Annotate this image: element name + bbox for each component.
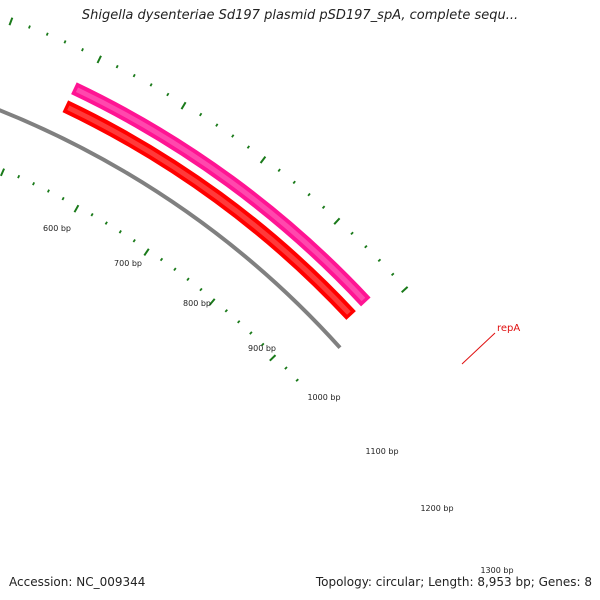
major-tick xyxy=(208,298,216,306)
major-tick xyxy=(0,168,6,177)
inner-tick-marks xyxy=(0,168,299,382)
summary-text: Topology: circular; Length: 8,953 bp; Ge… xyxy=(315,575,592,589)
major-tick xyxy=(8,17,14,26)
minor-tick xyxy=(377,258,382,263)
minor-tick xyxy=(307,192,311,197)
tick-label: 700 bp xyxy=(114,259,142,268)
major-tick xyxy=(333,217,341,225)
minor-tick xyxy=(46,189,50,193)
minor-tick xyxy=(159,257,164,262)
minor-tick xyxy=(186,277,190,282)
major-tick xyxy=(180,101,187,110)
minor-tick xyxy=(295,378,299,382)
minor-tick xyxy=(28,25,31,29)
accession-text: Accession: NC_009344 xyxy=(9,575,146,589)
tick-label: 900 bp xyxy=(248,344,276,353)
tick-label: 800 bp xyxy=(183,299,211,308)
minor-tick xyxy=(199,287,203,292)
minor-tick xyxy=(17,174,21,179)
tick-label: 1100 bp xyxy=(365,447,398,456)
minor-tick xyxy=(199,112,203,117)
minor-tick xyxy=(321,205,326,209)
minor-tick xyxy=(277,168,281,173)
major-tick xyxy=(143,248,150,256)
minor-tick xyxy=(350,231,354,236)
minor-tick xyxy=(115,64,119,69)
minor-tick xyxy=(246,145,251,149)
minor-tick xyxy=(249,331,253,335)
minor-tick xyxy=(166,92,170,97)
minor-tick xyxy=(45,32,49,36)
minor-tick xyxy=(231,134,235,138)
gene-reverse-strand[interactable] xyxy=(62,100,356,320)
minor-tick xyxy=(292,180,296,185)
minor-tick xyxy=(132,73,136,78)
minor-tick xyxy=(104,221,108,225)
minor-tick xyxy=(390,272,395,277)
minor-tick xyxy=(224,309,228,313)
minor-tick xyxy=(61,196,65,201)
minor-tick xyxy=(261,342,265,347)
minor-tick xyxy=(63,40,67,44)
major-tick xyxy=(96,55,102,64)
minor-tick xyxy=(118,230,122,234)
plasmid-backbone xyxy=(0,108,342,350)
tick-label: 600 bp xyxy=(43,224,71,233)
minor-tick xyxy=(81,48,84,52)
minor-tick xyxy=(32,182,36,186)
minor-tick xyxy=(237,320,241,324)
minor-tick xyxy=(215,123,219,127)
major-tick xyxy=(401,286,409,293)
minor-tick xyxy=(173,267,177,272)
repa-label[interactable]: repA xyxy=(497,323,520,334)
tick-label-group: 600 bp 700 bp 800 bp 900 bp 1000 bp 1100 bp 12… xyxy=(43,224,514,575)
tick-label: 1200 bp xyxy=(420,504,453,513)
outer-tick-marks xyxy=(8,17,409,293)
repa-label-leader xyxy=(461,332,496,365)
minor-tick xyxy=(90,212,94,217)
major-tick xyxy=(73,204,80,213)
map-title: Shigella dysenteriae Sd197 plasmid pSD19… xyxy=(81,8,519,23)
tick-label: 1300 bp xyxy=(480,566,513,575)
tick-label: 1000 bp xyxy=(307,393,340,402)
minor-tick xyxy=(149,83,153,87)
major-tick xyxy=(269,354,277,362)
minor-tick xyxy=(284,366,288,370)
gene-repa-highlight xyxy=(75,87,366,302)
gene-reverse-strand-highlight xyxy=(67,105,351,315)
minor-tick xyxy=(132,238,136,243)
minor-tick xyxy=(364,244,368,249)
major-tick xyxy=(259,156,267,164)
